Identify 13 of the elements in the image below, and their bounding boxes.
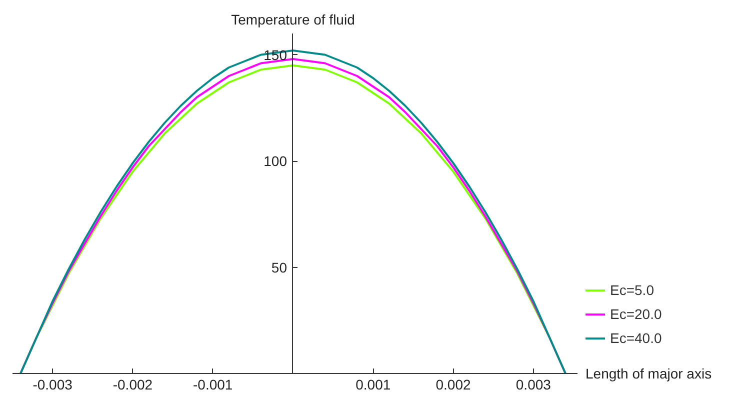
legend-label: Ec=40.0: [610, 330, 662, 346]
y-tick-label: 50: [271, 259, 288, 276]
y-axis-title: Temperature of fluid: [231, 12, 355, 28]
x-tick-label: -0.003: [32, 376, 73, 392]
legend-label: Ec=20.0: [610, 306, 662, 322]
x-tick-label: 0.002: [436, 376, 472, 392]
x-tick-label: 0.001: [356, 376, 391, 392]
y-tick-label: 100: [264, 153, 288, 169]
x-tick-label: -0.001: [193, 376, 233, 392]
x-tick-label: 0.003: [516, 376, 552, 392]
x-tick-label: -0.002: [112, 376, 153, 392]
x-axis-title: Length of major axis: [586, 366, 712, 382]
legend-label: Ec=5.0: [610, 282, 654, 298]
